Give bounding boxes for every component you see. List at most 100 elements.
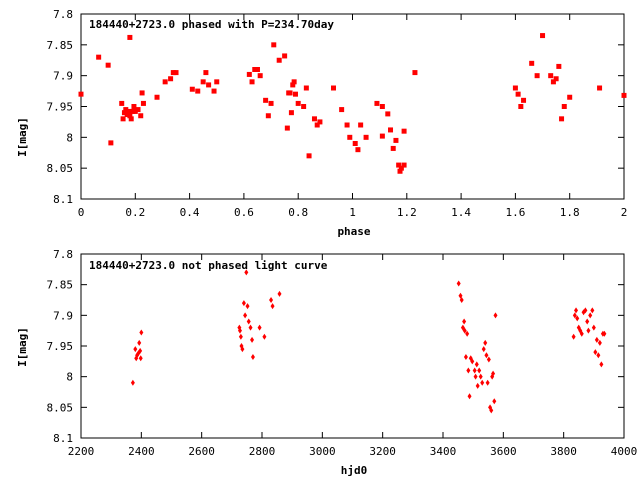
data-point xyxy=(135,107,141,113)
data-point xyxy=(206,82,212,88)
x-tick-label: 1.6 xyxy=(505,206,525,219)
data-point xyxy=(518,104,524,109)
data-point xyxy=(463,354,468,361)
data-point xyxy=(237,327,242,334)
data-point xyxy=(265,113,271,119)
data-point xyxy=(352,141,358,146)
data-point xyxy=(130,379,135,386)
data-point xyxy=(602,330,607,337)
data-point xyxy=(462,327,467,334)
data-point xyxy=(489,407,494,414)
x-tick-label: 3800 xyxy=(550,445,577,458)
data-point xyxy=(388,127,394,133)
panel-title: 184440+2723.0 phased with P=234.70day xyxy=(89,18,334,31)
data-point xyxy=(214,79,220,85)
data-point xyxy=(295,100,301,106)
data-point xyxy=(131,104,137,109)
data-point xyxy=(246,71,252,77)
data-point xyxy=(200,79,206,85)
data-point xyxy=(127,34,133,40)
x-tick-label: 1.8 xyxy=(560,206,580,219)
data-point xyxy=(339,107,345,113)
x-tick-label: 4000 xyxy=(611,445,638,458)
data-point xyxy=(269,297,274,303)
data-point xyxy=(124,112,130,118)
data-point xyxy=(590,307,595,314)
data-point xyxy=(130,108,136,114)
data-point xyxy=(493,312,498,319)
data-point xyxy=(254,67,260,72)
data-point xyxy=(396,162,402,168)
data-point xyxy=(241,300,246,307)
data-point xyxy=(579,330,584,337)
data-point xyxy=(126,108,132,114)
x-tick-label: 0 xyxy=(78,206,85,219)
data-point xyxy=(561,104,567,109)
data-point xyxy=(534,73,540,79)
data-point xyxy=(132,108,138,114)
data-point xyxy=(105,62,111,68)
data-point xyxy=(521,97,527,103)
x-tick-label: 0.6 xyxy=(234,206,254,219)
data-point xyxy=(470,358,475,365)
data-point xyxy=(585,318,590,325)
x-tick-label: 2200 xyxy=(68,445,95,458)
data-point xyxy=(363,134,369,140)
data-point xyxy=(249,79,255,85)
data-point xyxy=(574,307,579,314)
data-point xyxy=(583,307,588,314)
data-point xyxy=(478,373,483,380)
data-point xyxy=(203,70,209,76)
data-point xyxy=(398,165,404,171)
data-point xyxy=(139,329,144,336)
data-point xyxy=(540,33,546,39)
data-point xyxy=(173,70,179,76)
data-point xyxy=(96,54,102,60)
x-tick-label: 1.2 xyxy=(397,206,417,219)
data-point xyxy=(292,91,298,97)
data-point xyxy=(390,145,396,151)
data-point xyxy=(282,53,288,59)
x-tick-label: 3200 xyxy=(369,445,396,458)
y-tick-label: 8.05 xyxy=(47,401,74,414)
data-point xyxy=(290,82,296,88)
data-point xyxy=(288,110,294,116)
data-point xyxy=(195,88,201,94)
data-point xyxy=(284,125,290,131)
data-point xyxy=(492,398,497,405)
x-tick-label: 0.4 xyxy=(180,206,200,219)
y-tick-label: 7.9 xyxy=(53,309,73,322)
data-point xyxy=(257,324,262,331)
data-point xyxy=(358,122,364,128)
x-tick-label: 1.4 xyxy=(451,206,471,219)
data-point xyxy=(154,94,160,100)
data-point xyxy=(385,111,391,117)
y-tick-label: 7.9 xyxy=(53,70,73,83)
x-axis-label: phase xyxy=(337,225,370,238)
data-point xyxy=(128,116,134,122)
data-point xyxy=(138,113,144,119)
data-point xyxy=(344,122,350,128)
x-tick-label: 3000 xyxy=(309,445,336,458)
x-tick-label: 2400 xyxy=(128,445,155,458)
data-point xyxy=(347,134,353,140)
data-point xyxy=(548,73,554,79)
data-point xyxy=(472,367,477,374)
y-tick-label: 7.95 xyxy=(47,101,74,114)
data-point xyxy=(465,330,470,337)
data-point xyxy=(572,312,577,319)
data-point xyxy=(621,92,627,98)
data-point xyxy=(246,318,251,325)
x-tick-label: 3600 xyxy=(490,445,517,458)
panel-title: 184440+2723.0 not phased light curve xyxy=(89,259,328,272)
data-point xyxy=(575,315,580,322)
y-tick-label: 7.85 xyxy=(47,39,74,52)
data-point xyxy=(170,70,176,76)
data-point xyxy=(473,373,478,380)
data-point xyxy=(599,361,604,368)
data-point xyxy=(330,85,336,91)
data-point xyxy=(596,352,601,359)
data-point xyxy=(301,104,307,109)
data-point xyxy=(379,104,385,109)
data-point xyxy=(401,162,407,168)
